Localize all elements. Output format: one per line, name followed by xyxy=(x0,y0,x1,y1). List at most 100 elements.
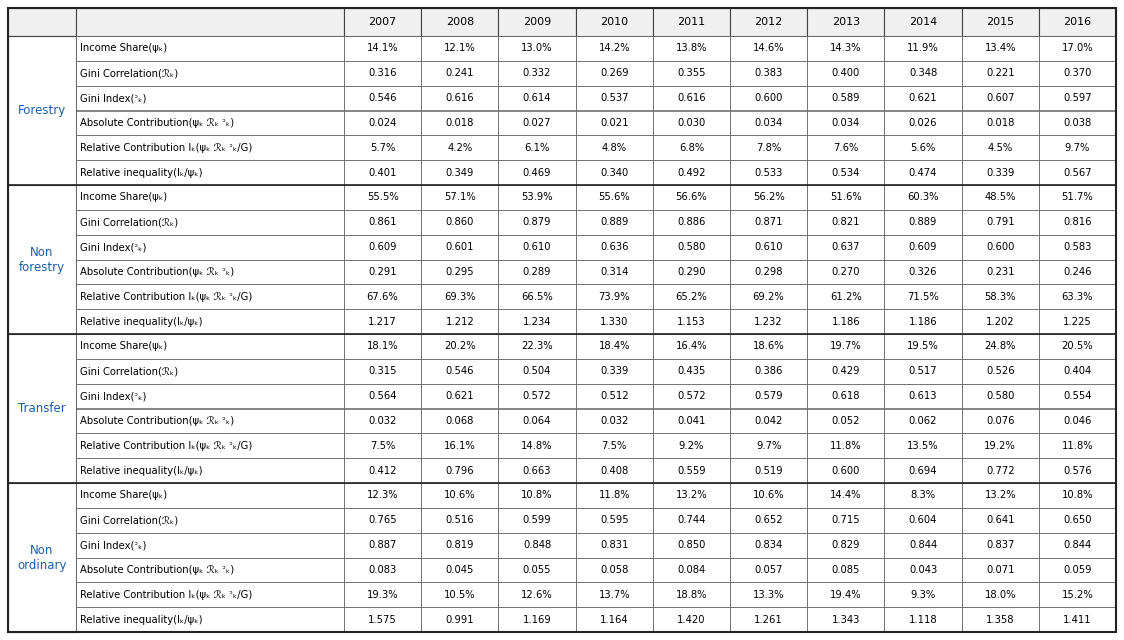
Bar xyxy=(422,235,498,259)
Text: 1.261: 1.261 xyxy=(754,614,783,625)
Bar xyxy=(962,557,1039,582)
Bar xyxy=(1039,135,1116,160)
Bar xyxy=(962,334,1039,359)
Text: 0.339: 0.339 xyxy=(600,366,628,376)
Text: 16.1%: 16.1% xyxy=(444,441,475,451)
Text: 6.1%: 6.1% xyxy=(524,143,550,153)
Text: 0.848: 0.848 xyxy=(523,540,551,550)
Bar xyxy=(76,36,344,61)
Bar xyxy=(729,607,807,632)
Text: 16.4%: 16.4% xyxy=(676,341,707,351)
Text: 12.1%: 12.1% xyxy=(444,44,475,53)
Bar xyxy=(344,86,422,111)
Text: 0.032: 0.032 xyxy=(369,416,397,426)
Text: Relative Contribution Iₖ(ψₖ ℛₖ ᵓₖ/G): Relative Contribution Iₖ(ψₖ ℛₖ ᵓₖ/G) xyxy=(80,589,252,600)
Text: 18.4%: 18.4% xyxy=(598,341,629,351)
Bar xyxy=(344,582,422,607)
Bar xyxy=(344,483,422,508)
Text: 1.330: 1.330 xyxy=(600,317,628,326)
Bar xyxy=(498,235,575,259)
Bar xyxy=(962,508,1039,532)
Text: Absolute Contribution(ψₖ ℛₖ ᵓₖ): Absolute Contribution(ψₖ ℛₖ ᵓₖ) xyxy=(80,416,234,426)
Bar xyxy=(807,582,885,607)
Text: 11.8%: 11.8% xyxy=(830,441,862,451)
Bar xyxy=(729,210,807,235)
Bar xyxy=(653,532,729,557)
Bar xyxy=(653,458,729,483)
Text: 69.2%: 69.2% xyxy=(753,292,785,301)
Text: 0.492: 0.492 xyxy=(677,168,706,177)
Bar xyxy=(729,284,807,309)
Bar xyxy=(344,259,422,284)
Bar xyxy=(575,235,653,259)
Text: 0.071: 0.071 xyxy=(986,565,1015,575)
Text: 0.026: 0.026 xyxy=(908,118,937,128)
Bar xyxy=(422,160,498,185)
Bar xyxy=(807,532,885,557)
Bar xyxy=(422,383,498,408)
Text: 1.358: 1.358 xyxy=(986,614,1015,625)
Text: 0.829: 0.829 xyxy=(832,540,860,550)
Text: 0.576: 0.576 xyxy=(1063,465,1091,476)
Text: Income Share(ψₖ): Income Share(ψₖ) xyxy=(80,193,167,202)
Bar xyxy=(498,61,575,86)
Text: Absolute Contribution(ψₖ ℛₖ ᵓₖ): Absolute Contribution(ψₖ ℛₖ ᵓₖ) xyxy=(80,565,234,575)
Text: 1.420: 1.420 xyxy=(677,614,706,625)
Bar xyxy=(1039,582,1116,607)
Text: 51.7%: 51.7% xyxy=(1061,193,1094,202)
Text: 48.5%: 48.5% xyxy=(985,193,1016,202)
Bar xyxy=(653,433,729,458)
Bar xyxy=(422,458,498,483)
Text: 13.2%: 13.2% xyxy=(676,490,707,500)
Text: 0.533: 0.533 xyxy=(754,168,782,177)
Bar xyxy=(498,582,575,607)
Text: 0.600: 0.600 xyxy=(754,93,782,103)
Text: 0.517: 0.517 xyxy=(908,366,937,376)
Bar xyxy=(729,383,807,408)
Bar xyxy=(575,359,653,383)
Text: 0.315: 0.315 xyxy=(369,366,397,376)
Bar xyxy=(885,582,962,607)
Bar xyxy=(653,259,729,284)
Bar xyxy=(1039,8,1116,36)
Bar xyxy=(962,86,1039,111)
Bar xyxy=(962,185,1039,210)
Bar xyxy=(885,210,962,235)
Text: 56.6%: 56.6% xyxy=(676,193,707,202)
Text: 2014: 2014 xyxy=(909,17,937,27)
Bar xyxy=(653,607,729,632)
Text: 0.326: 0.326 xyxy=(908,267,937,277)
Text: Relative inequality(Iₖ/ψₖ): Relative inequality(Iₖ/ψₖ) xyxy=(80,168,202,177)
Text: 8.3%: 8.3% xyxy=(910,490,935,500)
Text: 0.791: 0.791 xyxy=(986,217,1015,227)
Text: 0.032: 0.032 xyxy=(600,416,628,426)
Bar xyxy=(498,185,575,210)
Text: 0.289: 0.289 xyxy=(523,267,551,277)
Text: 1.186: 1.186 xyxy=(908,317,937,326)
Text: 0.844: 0.844 xyxy=(909,540,937,550)
Bar xyxy=(653,111,729,135)
Bar xyxy=(422,185,498,210)
Bar xyxy=(498,8,575,36)
Text: 1.212: 1.212 xyxy=(445,317,474,326)
Bar xyxy=(962,483,1039,508)
Text: 2016: 2016 xyxy=(1063,17,1091,27)
Bar xyxy=(76,334,344,359)
Bar xyxy=(1039,483,1116,508)
Text: 0.021: 0.021 xyxy=(600,118,628,128)
Bar xyxy=(575,433,653,458)
Bar xyxy=(807,61,885,86)
Text: Gini Correlation(ℛₖ): Gini Correlation(ℛₖ) xyxy=(80,217,178,227)
Text: 1.186: 1.186 xyxy=(832,317,860,326)
Text: 0.295: 0.295 xyxy=(445,267,474,277)
Text: 1.118: 1.118 xyxy=(908,614,937,625)
Bar xyxy=(422,309,498,334)
Bar xyxy=(1039,309,1116,334)
Text: 1.202: 1.202 xyxy=(986,317,1015,326)
Text: 0.614: 0.614 xyxy=(523,93,551,103)
Text: 0.595: 0.595 xyxy=(600,515,628,525)
Text: 5.6%: 5.6% xyxy=(910,143,935,153)
Text: 0.589: 0.589 xyxy=(832,93,860,103)
Bar xyxy=(498,284,575,309)
Bar xyxy=(344,210,422,235)
